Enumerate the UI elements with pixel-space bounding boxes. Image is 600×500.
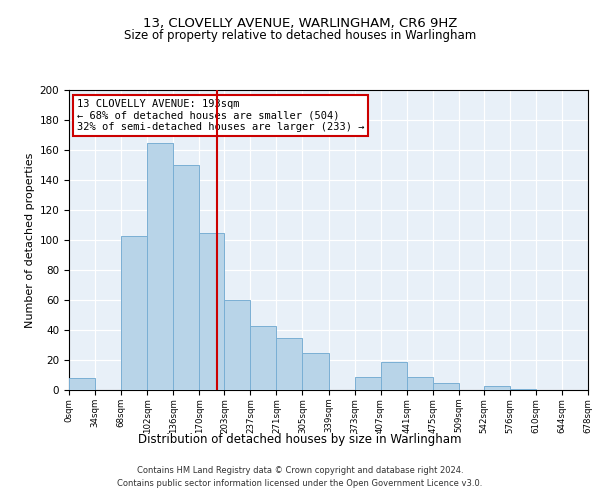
Bar	[121, 236, 147, 390]
Bar	[277, 338, 302, 390]
Text: Size of property relative to detached houses in Warlingham: Size of property relative to detached ho…	[124, 29, 476, 42]
Text: Distribution of detached houses by size in Warlingham: Distribution of detached houses by size …	[138, 432, 462, 446]
Bar	[407, 376, 433, 390]
Bar	[147, 142, 173, 390]
Text: Contains HM Land Registry data © Crown copyright and database right 2024.
Contai: Contains HM Land Registry data © Crown c…	[118, 466, 482, 487]
Bar	[510, 388, 536, 390]
Bar	[302, 352, 329, 390]
Text: 13, CLOVELLY AVENUE, WARLINGHAM, CR6 9HZ: 13, CLOVELLY AVENUE, WARLINGHAM, CR6 9HZ	[143, 18, 457, 30]
Bar	[484, 386, 510, 390]
Text: 13 CLOVELLY AVENUE: 193sqm
← 68% of detached houses are smaller (504)
32% of sem: 13 CLOVELLY AVENUE: 193sqm ← 68% of deta…	[77, 99, 364, 132]
Y-axis label: Number of detached properties: Number of detached properties	[25, 152, 35, 328]
Bar	[433, 382, 458, 390]
Bar	[380, 362, 407, 390]
Bar	[173, 165, 199, 390]
Bar	[224, 300, 250, 390]
Bar	[355, 376, 380, 390]
Bar	[250, 326, 277, 390]
Bar	[69, 378, 95, 390]
Bar	[199, 232, 224, 390]
